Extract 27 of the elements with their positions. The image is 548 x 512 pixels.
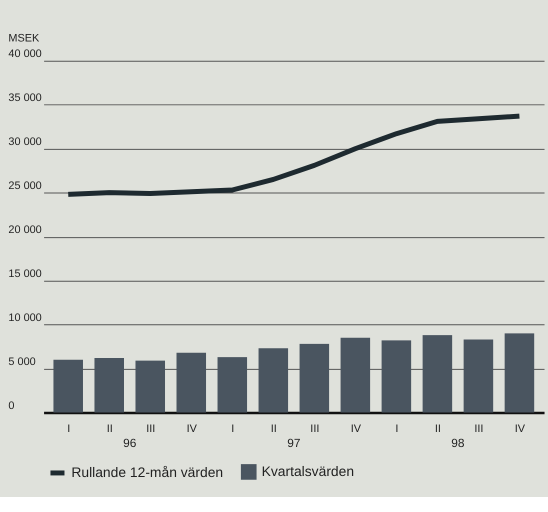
text: 96 (123, 436, 137, 450)
y-tick-label: 35 000 (8, 92, 42, 104)
x-tick-label: IV (186, 422, 198, 435)
y-tick-label: 15 000 (8, 268, 42, 280)
x-tick-label: I (231, 422, 234, 435)
x-tick-label: II (434, 422, 441, 435)
y-axis-title: MSEK (8, 32, 40, 44)
y-tick-label: 5 000 (8, 356, 36, 368)
x-tick-label: II (270, 422, 277, 435)
x-tick-label: I (395, 422, 398, 435)
y-tick-label: 40 000 (8, 48, 42, 60)
x-tick-label: III (310, 422, 320, 435)
y-tick-label: 25 000 (8, 180, 42, 192)
legend-label: Rullande 12-mån värden (71, 464, 224, 480)
x-tick-label: IV (514, 422, 526, 435)
x-tick-label: III (146, 422, 156, 435)
x-tick-label: I (67, 422, 70, 435)
x-tick-label: II (106, 422, 113, 435)
y-tick-label: 30 000 (8, 136, 42, 148)
y-tick-label: 0 (8, 400, 14, 412)
y-tick-label: 10 000 (8, 312, 42, 324)
text: 98 (451, 436, 465, 450)
y-tick-label: 20 000 (8, 224, 42, 236)
legend-label: Kvartalsvärden (262, 462, 354, 479)
text: 97 (287, 436, 300, 450)
x-tick-label: III (474, 422, 484, 435)
x-tick-label: IV (350, 422, 362, 435)
